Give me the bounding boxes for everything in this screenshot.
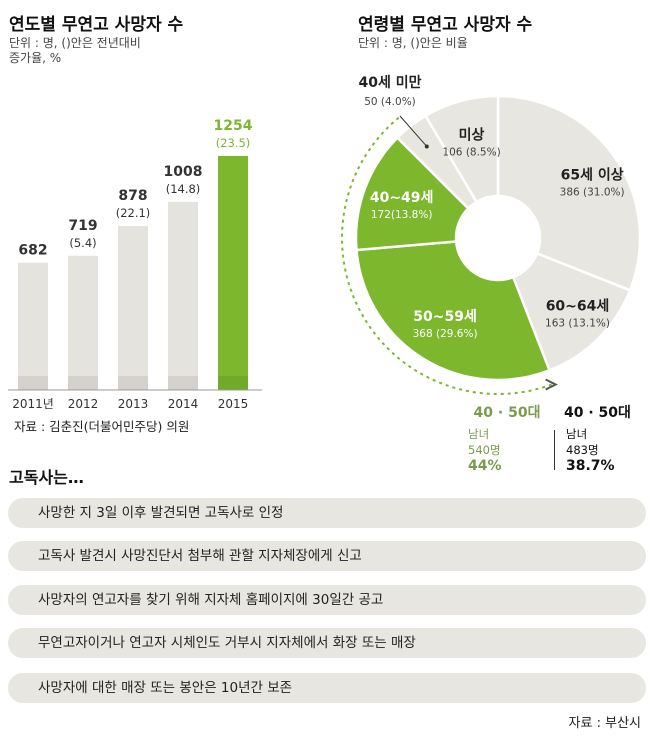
legend-green-count: 540명	[468, 443, 501, 457]
pie-label-name: 40세 미만	[359, 75, 422, 91]
legend-dark-count: 483명	[566, 443, 599, 457]
pie-green-range-arc	[341, 114, 552, 395]
pie-arc-arrow-icon	[545, 378, 558, 391]
bar-category-label: 2013	[118, 397, 149, 411]
pie-slice-40~49세	[354, 136, 471, 252]
note-item-3: 사망자의 연고자를 찾기 위해 지자체 홈페이지에 30일간 공고	[8, 585, 646, 615]
bar-category-label: 2014	[168, 397, 199, 411]
bar-growth-label: (23.5)	[216, 136, 251, 150]
legend-group-dark: 40 · 50대 남녀 483명 38.7%	[560, 402, 650, 474]
note-item-1: 사망한 지 3일 이후 발견되면 고독사로 인정	[8, 498, 646, 528]
pie-slice-미상	[423, 94, 500, 204]
pie-label-name: 40~49세	[370, 190, 434, 206]
bar-growth-label: (22.1)	[116, 206, 151, 220]
bar-chart-unit-line1: 단위 : 명, ()안은 전년대비	[9, 36, 141, 50]
notes-title: 고독사는…	[9, 468, 84, 487]
notes-source: 자료 : 부산시	[568, 716, 641, 731]
bar-value-label: 878	[118, 188, 147, 204]
pie-slice-60~64세	[511, 251, 632, 372]
pie-slice-50~59세	[355, 240, 552, 382]
pie-label-name: 미상	[459, 128, 485, 144]
pie-label-name: 65세 이상	[561, 166, 624, 183]
pie-chart-unit: 단위 : 명, ()안은 비율	[358, 36, 468, 50]
bar-value-label: 719	[68, 218, 97, 234]
legend-green-gender: 남녀	[468, 427, 490, 441]
bar-chart-title: 연도별 무연고 사망자 수	[9, 15, 184, 35]
bar-category-label: 2015	[218, 397, 249, 411]
bar-value-label: 682	[18, 243, 47, 259]
pie-chart-title: 연령별 무연고 사망자 수	[358, 15, 533, 35]
legend-dark-title: 40 · 50대	[564, 405, 631, 421]
bar-chart-unit-line2: 증가율, %	[9, 51, 62, 65]
pie-leader-line	[399, 115, 428, 147]
bar-growth-label: (14.8)	[166, 182, 201, 196]
bar-base-shade	[118, 376, 148, 390]
legend-divider	[554, 430, 555, 470]
pie-label-value: 368 (29.6%)	[413, 328, 478, 340]
bar-2015	[218, 155, 248, 390]
bar-base-shade	[168, 376, 198, 390]
legend-green-title: 40 · 50대	[473, 405, 541, 421]
bar-2014	[168, 201, 198, 390]
bar-2011년	[18, 262, 48, 390]
pie-slice-65세이상	[496, 94, 642, 292]
pie-leader-dot	[424, 144, 429, 149]
note-item-4: 무연고자이거나 연고자 시체인도 거부시 지자체에서 화장 또는 매장	[8, 628, 646, 658]
pie-label-value: 172(13.8%)	[371, 209, 433, 221]
pie-label-value: 163 (13.1%)	[545, 318, 610, 330]
legend-dark-gender: 남녀	[566, 427, 588, 441]
bar-chart-source: 자료 : 김춘진(더불어민주당) 의원	[14, 419, 190, 434]
legend-group-green: 40 · 50대 남녀 540명 44%	[462, 402, 552, 474]
pie-label-name: 60~64세	[546, 299, 610, 315]
note-item-5: 사망자에 대한 매장 또는 봉안은 10년간 보존	[8, 673, 646, 703]
bar-base-shade	[68, 376, 98, 390]
bar-value-label: 1254	[214, 118, 253, 134]
bar-category-label: 2012	[68, 397, 99, 411]
bar-2013	[118, 226, 148, 390]
legend-dark-pct: 38.7%	[566, 458, 615, 474]
bar-chart: 682 2011년 719 (5.4) 2012 878 (22.1) 2013 1008 (14…	[8, 118, 262, 411]
note-item-2: 고독사 발견시 사망진단서 첨부해 관할 지자체장에게 신고	[8, 541, 646, 571]
bar-growth-label: (5.4)	[69, 236, 96, 250]
bar-2012	[68, 255, 98, 390]
pie-label-value: 106 (8.5%)	[442, 147, 500, 159]
bar-base-shade	[218, 376, 248, 390]
pie-chart: 65세 이상 386 (31.0%) 60~64세 163 (13.1%) 50~59세…	[341, 75, 642, 395]
bar-value-label: 1008	[164, 164, 203, 180]
bar-category-label: 2011년	[12, 397, 54, 411]
pie-label-value: 386 (31.0%)	[560, 186, 625, 198]
pie-label-value: 50 (4.0%)	[364, 96, 416, 108]
legend-green-pct: 44%	[468, 458, 502, 474]
pie-label-name: 50~59세	[413, 309, 477, 325]
bar-base-shade	[18, 376, 48, 390]
